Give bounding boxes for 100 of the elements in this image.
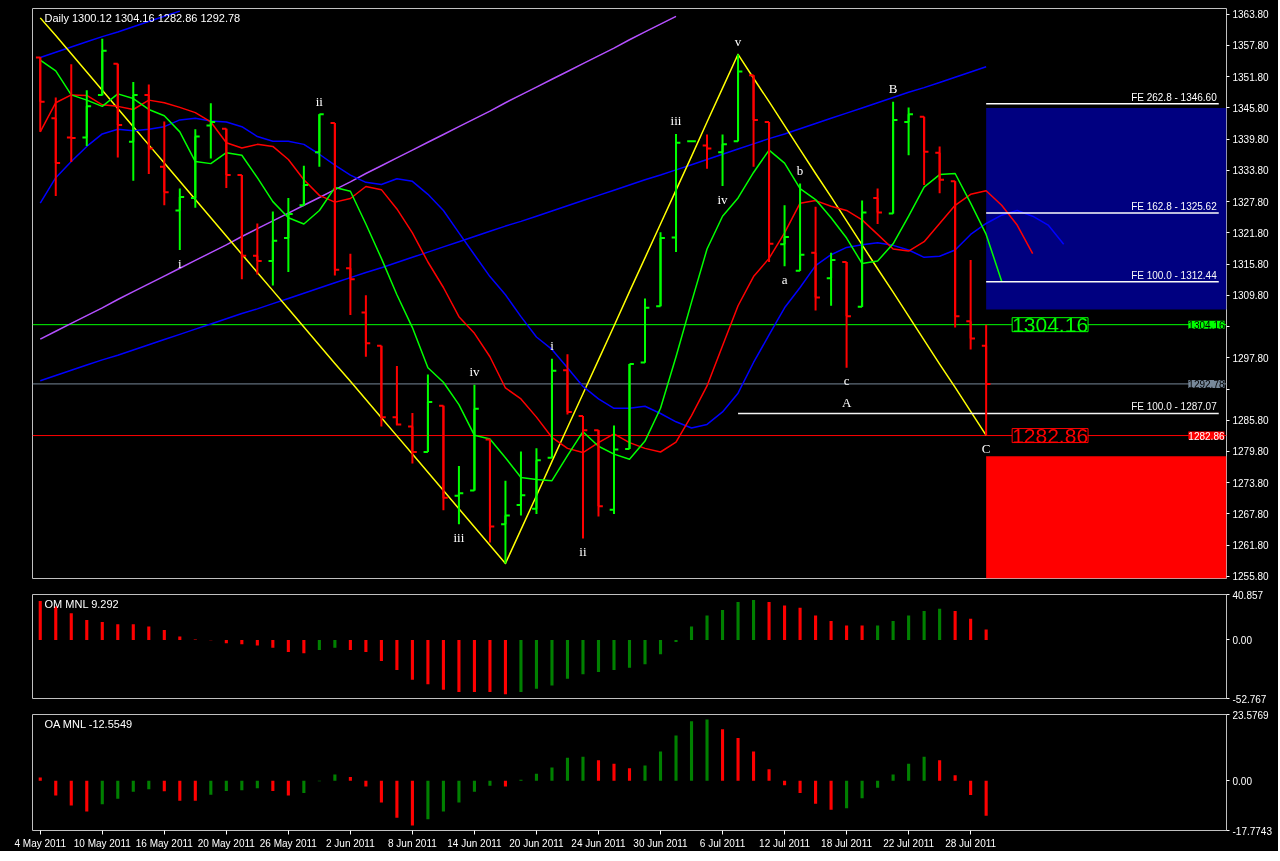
bar — [302, 780, 306, 793]
bar — [364, 639, 368, 653]
bar — [286, 780, 290, 796]
bar — [984, 629, 988, 640]
y-tick-label: 1261.80 — [1232, 540, 1270, 552]
bar — [472, 780, 476, 792]
x-tick-label: 18 Jul 2011 — [821, 837, 873, 849]
ref-line-label: 1292.78 — [1188, 378, 1225, 390]
x-tick-label: 8 Jun 2011 — [388, 837, 438, 849]
bar — [131, 780, 135, 792]
bar — [472, 639, 476, 693]
annotation: iv — [717, 191, 729, 207]
bar — [674, 735, 678, 781]
bar — [333, 639, 337, 648]
annotation: iv — [469, 364, 480, 380]
bar — [224, 780, 228, 792]
y-tick-label: 1333.80 — [1232, 165, 1270, 177]
bar — [891, 621, 895, 640]
bar — [317, 639, 321, 650]
bar — [907, 615, 911, 640]
series-label: FE 262.8 - 1346.60 — [1131, 91, 1218, 103]
bar — [178, 636, 182, 640]
bar — [348, 776, 352, 781]
bar — [271, 780, 275, 792]
annotation: v — [734, 33, 742, 49]
y-tick-label: 1345.80 — [1232, 102, 1270, 114]
annotation: 1304.16 — [1012, 312, 1089, 336]
bar — [38, 601, 42, 640]
bar — [85, 780, 89, 812]
bar — [54, 780, 58, 796]
bar — [720, 609, 725, 640]
bar — [85, 619, 89, 640]
x-tick-label: 12 Jul 2011 — [759, 837, 811, 849]
bar — [922, 611, 926, 640]
bar — [69, 780, 73, 806]
y-tick-label: 1255.80 — [1232, 571, 1270, 583]
bar — [798, 607, 802, 640]
x-tick-label: 26 May 2011 — [259, 837, 318, 849]
bar — [658, 639, 663, 655]
bar — [860, 625, 864, 640]
bar — [876, 625, 880, 640]
series-label: FE 100.0 - 1287.07 — [1131, 401, 1218, 413]
annotation: B — [888, 81, 898, 97]
bar — [100, 622, 104, 640]
bar — [69, 613, 73, 640]
bar — [457, 639, 461, 693]
bar — [426, 639, 430, 685]
annotation: C — [981, 441, 991, 457]
bar — [503, 780, 507, 787]
x-tick-label: 22 Jul 2011 — [883, 837, 935, 849]
bar — [410, 639, 414, 680]
x-tick-label: 20 May 2011 — [197, 837, 256, 849]
x-tick-label: 4 May 2011 — [14, 837, 67, 849]
bar — [565, 639, 570, 679]
bar — [969, 618, 973, 640]
bar — [953, 611, 957, 640]
annotation: iii — [670, 113, 682, 129]
x-tick-label: 6 Jul 2011 — [699, 837, 746, 849]
bar — [503, 639, 507, 695]
bar — [674, 639, 678, 643]
bar — [798, 780, 802, 793]
y-tick-label: 1315.80 — [1232, 259, 1270, 271]
bar — [395, 780, 399, 818]
bar — [286, 639, 290, 653]
y-tick-label: 1327.80 — [1232, 196, 1270, 208]
bar — [643, 765, 647, 781]
bar — [783, 605, 787, 640]
bar — [209, 780, 213, 795]
y-tick-label: -17.7743 — [1232, 825, 1273, 837]
annotation: i — [178, 255, 183, 271]
y-tick-label: 1357.80 — [1232, 40, 1270, 52]
x-tick-label: 20 Jun 2011 — [509, 837, 565, 849]
bar — [534, 639, 539, 689]
bar — [333, 774, 337, 781]
bar — [752, 599, 756, 640]
y-tick-label: 1267.80 — [1232, 508, 1270, 520]
bar — [736, 602, 740, 640]
bar — [627, 768, 632, 781]
bar — [550, 767, 554, 781]
bar — [596, 760, 601, 781]
y-tick-label: 1339.80 — [1232, 134, 1270, 146]
annotation: ii — [579, 543, 587, 559]
y-tick-label: 0.00 — [1232, 775, 1253, 787]
annotation: c — [843, 373, 850, 389]
bar — [705, 719, 709, 781]
ref-line-label: 1282.86 — [1188, 430, 1225, 442]
bar — [876, 780, 880, 788]
bar — [519, 639, 523, 693]
bar — [845, 780, 849, 809]
bar — [162, 629, 166, 640]
bar — [689, 626, 694, 640]
bar — [814, 780, 818, 804]
y-tick-label: 1285.80 — [1232, 415, 1270, 427]
bar — [581, 756, 585, 781]
bar — [612, 763, 616, 781]
y-tick-label: 1321.80 — [1232, 227, 1270, 239]
bar — [627, 639, 632, 668]
x-tick-label: 30 Jun 2011 — [633, 837, 689, 849]
bar — [100, 780, 104, 805]
bar — [938, 608, 942, 640]
